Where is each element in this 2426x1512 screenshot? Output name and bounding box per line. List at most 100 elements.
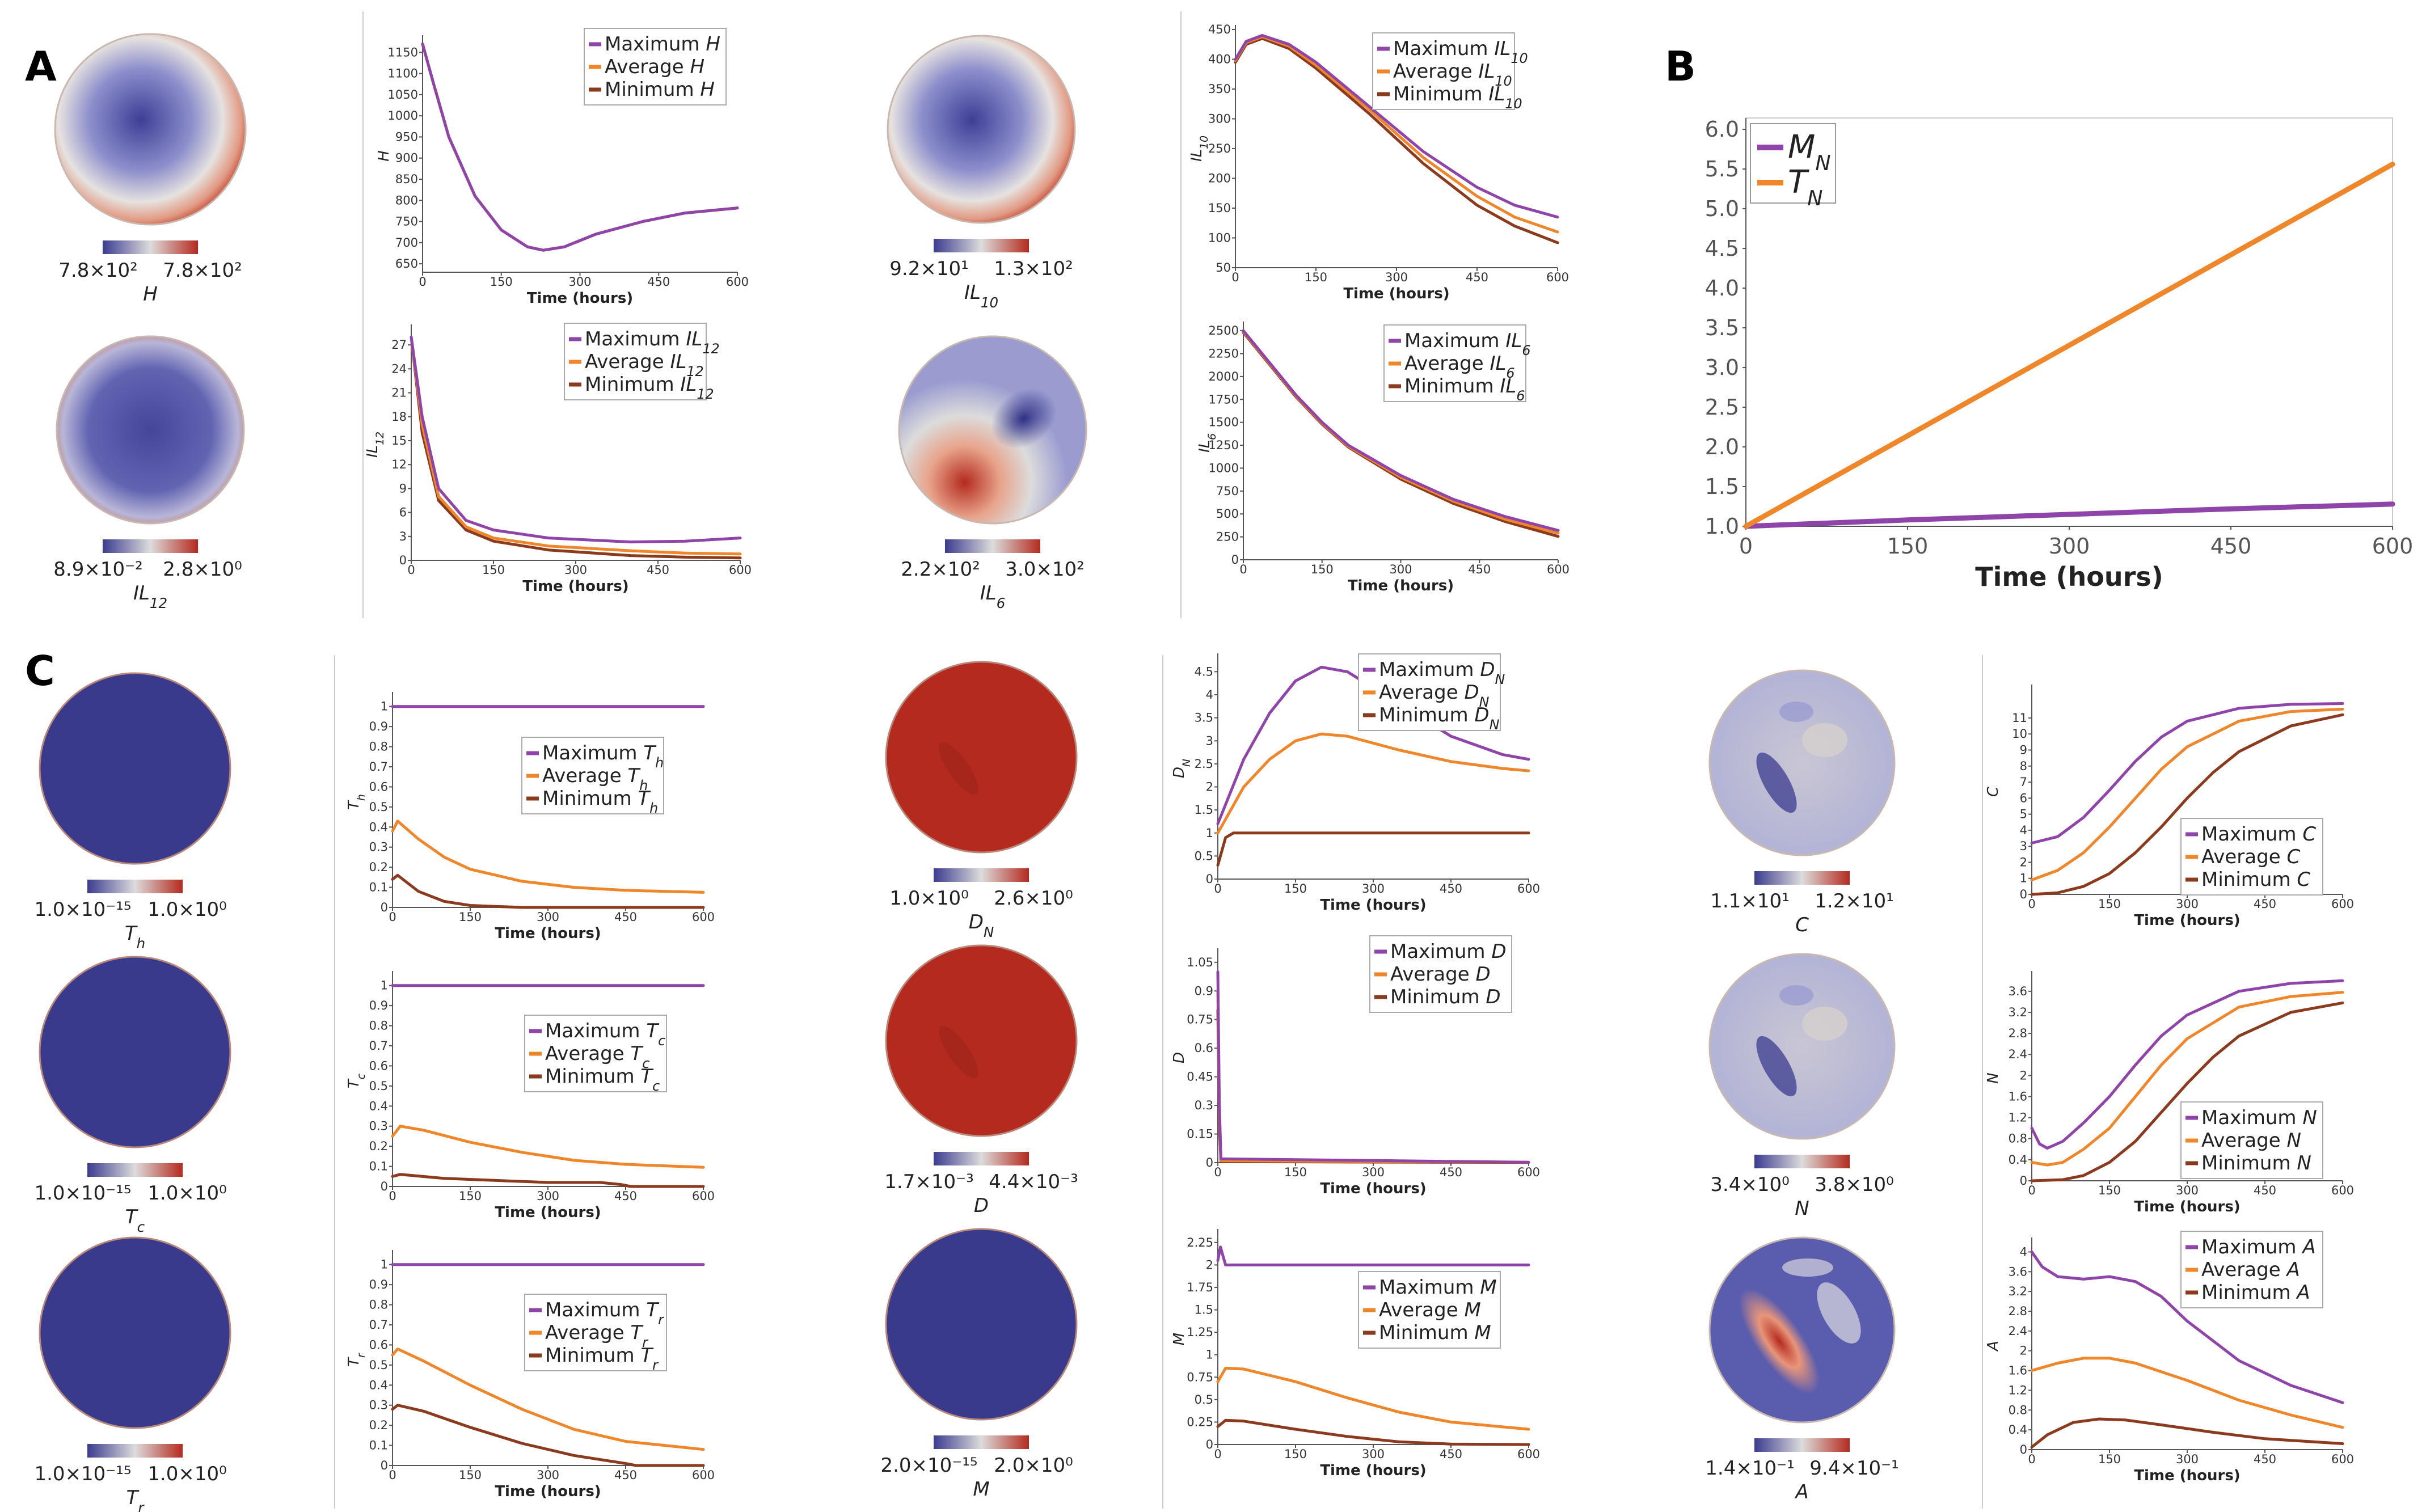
y-tick-label: 0.7 — [369, 1039, 388, 1053]
x-axis-label: Time (hours) — [522, 578, 628, 595]
y-axis-label: A — [1985, 1341, 2002, 1352]
x-tick-label: 600 — [1547, 563, 1569, 576]
y-axis-label: IL10 — [1188, 136, 1210, 162]
colorbar-min-label: 8.9×10⁻² — [53, 558, 142, 581]
legend-box — [1750, 123, 1836, 204]
x-tick-label: 0 — [2028, 1184, 2035, 1197]
y-tick-label: 4.5 — [1705, 236, 1739, 261]
x-tick-label: 450 — [1466, 271, 1488, 284]
y-tick-label: 1750 — [1209, 392, 1239, 406]
x-tick-label: 150 — [2098, 897, 2121, 911]
x-axis-label: Time (hours) — [2134, 1467, 2240, 1484]
y-tick-label: 300 — [1208, 112, 1231, 126]
legend-label: Maximum IL12 — [585, 328, 720, 357]
y-tick-label: 2 — [1206, 1258, 1213, 1272]
x-tick-label: 600 — [729, 563, 752, 577]
x-tick-label: 450 — [614, 1189, 637, 1203]
heatmap-disc — [56, 335, 245, 525]
legend-label: Maximum A — [2201, 1236, 2316, 1258]
y-tick-label: 2.0 — [1705, 434, 1739, 459]
x-tick-label: 600 — [2331, 1184, 2354, 1197]
y-tick-label: 5.0 — [1705, 196, 1739, 221]
colorbar-min-label: 2.2×10² — [901, 558, 980, 581]
x-tick-label: 450 — [2254, 1452, 2276, 1466]
x-axis-label: Time (hours) — [1975, 561, 2163, 592]
series-line-average-c — [2030, 707, 2344, 881]
legend-label: Maximum IL6 — [1404, 330, 1530, 358]
y-tick-label: 0.4 — [369, 1378, 388, 1392]
colorbar-title: A — [1794, 1481, 1808, 1503]
legend-label: Average D — [1390, 963, 1491, 986]
y-tick-label: 1 — [1206, 826, 1213, 840]
y-tick-label: 21 — [391, 386, 407, 400]
y-tick-label: 250 — [1216, 530, 1239, 544]
y-tick-label: 0.7 — [369, 760, 388, 774]
y-tick-label: 5.5 — [1705, 157, 1739, 181]
colorbar-min-label: 2.0×10⁻¹⁵ — [880, 1454, 977, 1477]
x-tick-label: 0 — [1214, 882, 1221, 896]
legend-box — [1358, 1271, 1501, 1349]
x-tick-label: 300 — [1362, 882, 1385, 896]
colorbar-min-label: 1.0×10⁻¹⁵ — [34, 1463, 131, 1485]
heatmap-disc — [39, 672, 231, 865]
series-line-minimum-m — [1216, 1418, 1530, 1446]
legend-label: Minimum Tr — [545, 1344, 659, 1373]
y-tick-label: 6.0 — [1705, 117, 1739, 142]
x-axis-label: Time (hours) — [495, 1204, 601, 1221]
y-tick-label: 2.5 — [1195, 757, 1213, 771]
y-tick-label: 2 — [2020, 1344, 2027, 1358]
legend-label: Average H — [605, 56, 704, 78]
chart-Tr: 0 150 300 450 600 0 0.1 0.2 0.3 0.4 0.5 0.6 0.7 0.8 0.… — [345, 1250, 715, 1500]
x-axis-label: Time (hours) — [1320, 897, 1426, 914]
heatmap-feature — [1782, 1258, 1833, 1277]
x-tick-label: 300 — [568, 275, 591, 289]
y-tick-label: 0.2 — [369, 1418, 388, 1432]
series-line-average-dn — [1216, 732, 1530, 835]
y-tick-label: 350 — [1208, 82, 1231, 96]
x-tick-label: 450 — [647, 275, 670, 289]
colorbar-title: IL10 — [964, 281, 998, 311]
y-tick-label: 750 — [1216, 484, 1239, 498]
x-tick-label: 150 — [482, 563, 505, 577]
y-tick-label: 750 — [395, 215, 418, 229]
legend-label: Maximum M — [1379, 1276, 1497, 1299]
y-tick-label: 1.2 — [2009, 1111, 2027, 1125]
x-tick-label: 600 — [2372, 534, 2414, 559]
y-tick-label: 2.5 — [1705, 395, 1739, 420]
y-tick-label: 2 — [1206, 780, 1213, 794]
colorbar — [1754, 1155, 1850, 1168]
x-tick-label: 150 — [459, 910, 482, 924]
y-tick-label: 2000 — [1209, 370, 1239, 383]
colorbar-min-label: 3.4×10⁰ — [1710, 1173, 1789, 1196]
x-tick-label: 0 — [1239, 563, 1247, 576]
colorbar-title: H — [143, 283, 158, 306]
y-tick-label: 0.7 — [369, 1318, 388, 1332]
chart-A: 0 150 300 450 600 0 0.4 0.8 1.2 1.6 2 2.4 2.8 3.2 3.6 4… — [1985, 1231, 2354, 1484]
x-tick-label: 450 — [1440, 882, 1462, 896]
panel-label-a: A — [25, 43, 57, 90]
legend-box — [584, 28, 727, 105]
x-axis-label: Time (hours) — [1320, 1462, 1426, 1479]
x-tick-label: 450 — [1440, 1165, 1462, 1179]
colorbar-title: M — [973, 1478, 989, 1501]
x-tick-label: 450 — [614, 1468, 637, 1482]
x-tick-label: 300 — [564, 563, 587, 577]
y-tick-label: 0.8 — [2009, 1132, 2027, 1146]
colorbar — [1754, 871, 1850, 885]
y-tick-label: 0.8 — [2009, 1403, 2027, 1417]
y-tick-label: 0.1 — [369, 881, 388, 894]
legend-label: Average Tr — [545, 1321, 649, 1350]
x-tick-label: 150 — [1284, 1447, 1307, 1461]
colorbar-title: D — [974, 1194, 989, 1217]
series-line-average-il12 — [410, 335, 742, 556]
chart-B: 0 150 300 450 600 1.0 1.5 2.0 2.5 3.0 3.5 4.0 4.5 5.0… — [1705, 117, 2414, 592]
colorbar-max-label: 1.3×10² — [994, 257, 1073, 280]
x-tick-label: 150 — [490, 275, 513, 289]
y-tick-label: 0.5 — [369, 800, 388, 814]
y-tick-label: 6 — [399, 506, 407, 520]
legend-box — [524, 1294, 667, 1371]
x-tick-label: 0 — [389, 1468, 396, 1482]
